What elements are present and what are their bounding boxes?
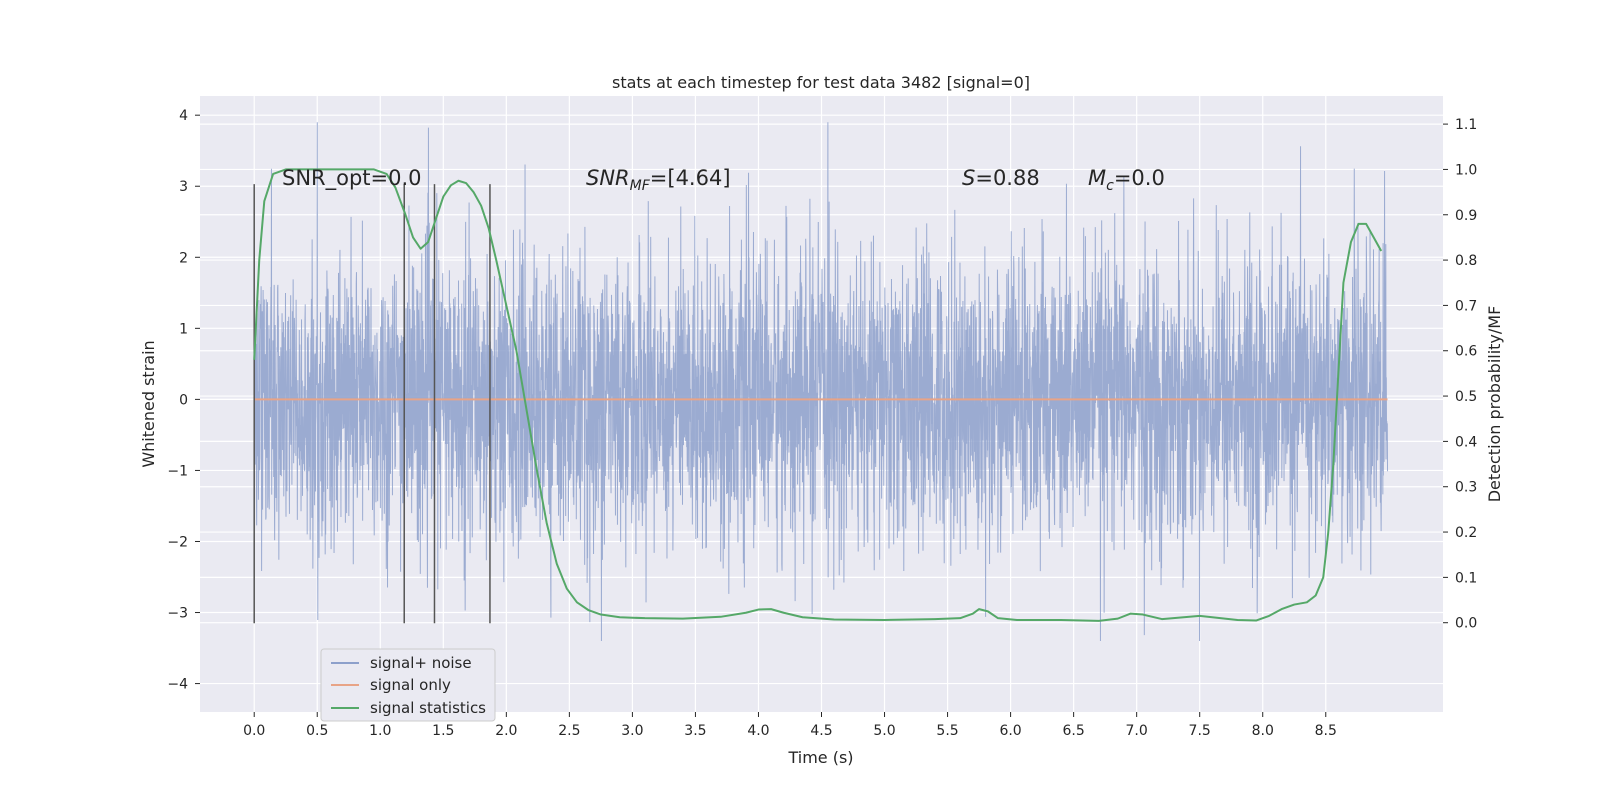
- y2-tick-label: 0.1: [1455, 570, 1477, 586]
- y2-tick-label: 0.5: [1455, 389, 1477, 405]
- x-tick-label: 5.5: [936, 723, 958, 739]
- y-tick-label: 3: [179, 179, 188, 195]
- x-tick-label: 4.0: [747, 723, 769, 739]
- chart-title: stats at each timestep for test data 348…: [612, 73, 1030, 92]
- legend-frame: [320, 648, 496, 722]
- y2-tick-label: 1.1: [1455, 117, 1477, 133]
- legend-label-noise: signal+ noise: [370, 654, 472, 672]
- legend-label-signal-only: signal only: [370, 676, 451, 694]
- annotation-mc-value-part: =0.0: [1114, 166, 1165, 190]
- x-tick-label: 0.5: [306, 723, 328, 739]
- annotation-mc-value-part: c: [1106, 178, 1114, 194]
- y-tick-label: −2: [167, 534, 188, 550]
- y2-tick-label: 0.3: [1455, 480, 1477, 496]
- y2-tick-label: 0.7: [1455, 298, 1477, 314]
- y-tick-label: −3: [167, 606, 188, 622]
- x-tick-label: 3.5: [684, 723, 706, 739]
- series-signal-noise: [253, 122, 1389, 641]
- annotation-mc-value-part: M: [1088, 166, 1106, 190]
- annotation-snr-mf: SNRMF=[4.64]: [586, 166, 731, 194]
- x-tick-label: 7.5: [1189, 723, 1211, 739]
- y2-tick-label: 0.0: [1455, 616, 1477, 632]
- y-tick-label: −1: [167, 463, 188, 479]
- annotation-mc-value: Mc=0.0: [1088, 166, 1165, 194]
- annotation-s-value-part: =0.88: [975, 166, 1039, 190]
- y-axis-label: Whitened strain: [139, 340, 158, 467]
- x-tick-label: 8.0: [1252, 723, 1274, 739]
- tick-labels: 0.0 0.5 1.0 1.5 2.0 2.5 3.0 3.5 4.0 4.5 5.0 5.5 6.0 6…: [167, 108, 1477, 739]
- x-tick-label: 2.5: [558, 723, 580, 739]
- annotation-s-value-part: S: [962, 166, 975, 190]
- x-tick-label: 6.0: [999, 723, 1021, 739]
- x-tick-label: 2.0: [495, 723, 517, 739]
- y-tick-label: −4: [167, 677, 188, 693]
- y2-tick-label: 0.4: [1455, 434, 1477, 450]
- x-tick-label: 0.0: [243, 723, 265, 739]
- x-tick-label: 1.5: [432, 723, 454, 739]
- y-tick-label: 4: [179, 108, 188, 124]
- x-tick-label: 1.0: [369, 723, 391, 739]
- y-tick-label: 1: [179, 321, 188, 337]
- annotation-snr-mf-part: MF: [630, 178, 651, 194]
- x-tick-label: 4.5: [810, 723, 832, 739]
- y-tick-label: 2: [179, 250, 188, 266]
- x-tick-label: 7.0: [1126, 723, 1148, 739]
- annotation-snr-mf-part: SNR: [586, 166, 630, 190]
- annotation-snr-opt: SNR_opt=0.0: [282, 166, 422, 191]
- data-layer: [253, 122, 1389, 641]
- annotations: SNR_opt=0.0 SNRMF=[4.64] S=0.88 Mc=0.0: [282, 166, 1165, 194]
- x-tick-label: 6.5: [1062, 723, 1084, 739]
- y2-tick-label: 0.2: [1455, 525, 1477, 541]
- y2-tick-label: 0.6: [1455, 344, 1477, 360]
- x-axis-label: Time (s): [787, 748, 853, 767]
- legend: signal+ noise signal only signal statist…: [320, 648, 496, 722]
- annotation-snr-mf-part: =[4.64]: [650, 166, 731, 190]
- y2-tick-label: 0.9: [1455, 208, 1477, 224]
- y2-tick-label: 0.8: [1455, 253, 1477, 269]
- x-tick-label: 3.0: [621, 723, 643, 739]
- x-tick-label: 5.0: [873, 723, 895, 739]
- annotation-snr-opt-part: SNR_opt=0.0: [282, 166, 422, 191]
- series-signal-statistics: [253, 168, 1383, 622]
- y2-axis-label: Detection probability/MF: [1485, 306, 1504, 503]
- legend-label-statistics: signal statistics: [370, 699, 486, 717]
- annotation-s-value: S=0.88: [962, 166, 1040, 190]
- y2-tick-label: 1.0: [1455, 162, 1477, 178]
- x-tick-label: 8.5: [1315, 723, 1337, 739]
- y-tick-label: 0: [179, 392, 188, 408]
